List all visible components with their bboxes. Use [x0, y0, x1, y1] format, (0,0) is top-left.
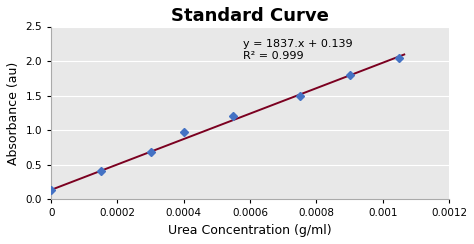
X-axis label: Urea Concentration (g/ml): Urea Concentration (g/ml): [168, 224, 332, 237]
Text: y = 1837.x + 0.139
R² = 0.999: y = 1837.x + 0.139 R² = 0.999: [244, 39, 353, 61]
Title: Standard Curve: Standard Curve: [171, 7, 329, 25]
Y-axis label: Absorbance (au): Absorbance (au): [7, 61, 20, 165]
